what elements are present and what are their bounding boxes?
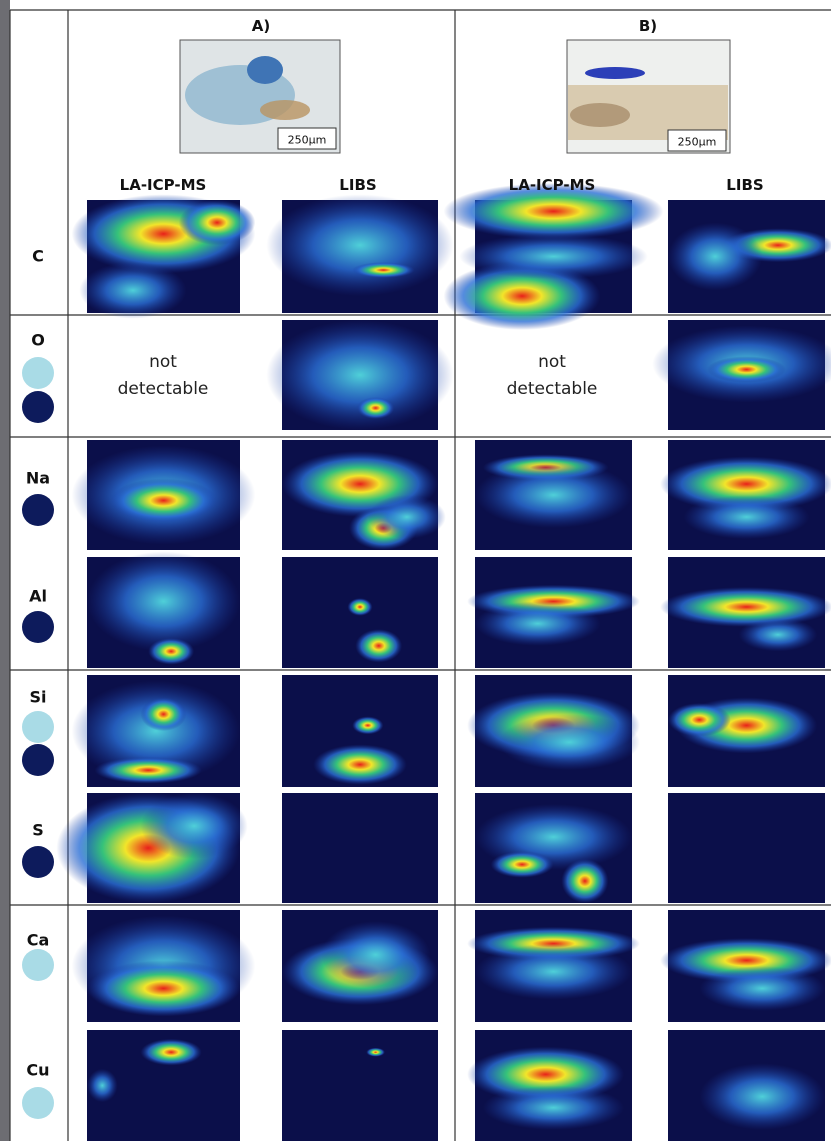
map-intensity xyxy=(443,262,601,330)
map-intensity xyxy=(109,478,218,523)
map-intensity xyxy=(87,960,240,1017)
map-intensity xyxy=(475,601,601,646)
map-intensity xyxy=(356,397,395,419)
method-label: LA-ICP-MS xyxy=(508,176,596,194)
map-intensity xyxy=(140,1038,202,1066)
map-intensity xyxy=(561,859,609,903)
map-intensity xyxy=(79,262,187,319)
map-intensity xyxy=(660,586,831,627)
map-intensity xyxy=(490,851,554,878)
element-map xyxy=(87,1030,240,1141)
element-map xyxy=(71,440,256,550)
element-map xyxy=(668,793,825,903)
panel-label: B) xyxy=(638,17,658,35)
map-intensity xyxy=(367,495,446,539)
element-map xyxy=(660,557,831,668)
element-map xyxy=(660,440,831,550)
element-label: C xyxy=(32,246,44,266)
element-map xyxy=(467,557,640,668)
map-intensity xyxy=(87,551,240,652)
element-map xyxy=(56,793,248,903)
map-intensity xyxy=(498,714,640,771)
element-map xyxy=(282,440,446,550)
element-map xyxy=(266,194,454,313)
element-label: Al xyxy=(29,586,47,606)
map-intensity xyxy=(140,793,248,859)
element-maps xyxy=(56,183,831,1141)
map-intensity xyxy=(71,680,240,782)
method-label: LIBS xyxy=(726,176,764,194)
element-label: S xyxy=(32,820,44,840)
map-intensity xyxy=(352,262,415,278)
map-intensity xyxy=(738,618,818,652)
element-map xyxy=(467,910,640,1022)
element-label: O xyxy=(31,330,45,350)
map-intensity xyxy=(266,194,454,297)
map-intensity xyxy=(347,598,373,616)
method-label: LA-ICP-MS xyxy=(119,176,207,194)
element-map xyxy=(266,320,454,430)
map-intensity xyxy=(699,1063,825,1130)
scale-bar: 250µm xyxy=(677,135,717,149)
element-map xyxy=(87,551,240,668)
element-map xyxy=(467,675,640,787)
map-intensity xyxy=(366,1047,385,1057)
map-intensity xyxy=(707,356,786,383)
map-intensity xyxy=(668,703,731,737)
element-map xyxy=(282,1030,438,1141)
map-intensity xyxy=(352,716,384,735)
element-dots xyxy=(22,357,54,1119)
element-map xyxy=(71,194,256,319)
element-label: Na xyxy=(25,468,51,488)
map-intensity xyxy=(148,638,195,665)
element-map xyxy=(668,675,825,787)
element-label: Ca xyxy=(26,930,50,950)
element-label: Cu xyxy=(26,1060,50,1080)
element-map xyxy=(71,675,240,787)
map-intensity xyxy=(482,1085,625,1130)
map-intensity xyxy=(140,697,187,731)
not-detectable: not detectable xyxy=(117,352,209,399)
element-map xyxy=(282,910,438,1022)
map-intensity xyxy=(683,495,810,539)
map-intensity xyxy=(475,943,632,1000)
element-map xyxy=(475,793,632,903)
map-intensity xyxy=(266,320,454,430)
map-intensity xyxy=(321,921,431,989)
scale-bar: 250µm xyxy=(287,133,327,147)
map-intensity xyxy=(459,233,648,280)
element-map xyxy=(467,1030,632,1141)
element-map xyxy=(652,320,831,430)
element-map xyxy=(71,910,256,1022)
map-intensity xyxy=(87,1068,118,1103)
element-map xyxy=(668,1030,825,1141)
map-intensity xyxy=(699,966,825,1011)
thumbnails xyxy=(179,39,731,154)
element-map xyxy=(282,675,438,787)
element-map xyxy=(443,183,664,330)
page-edge xyxy=(0,0,10,1141)
map-intensity xyxy=(313,744,407,785)
map-intensity xyxy=(443,183,664,240)
panel-label: A) xyxy=(251,17,271,35)
element-map xyxy=(282,793,438,903)
element-map xyxy=(668,200,831,313)
map-intensity xyxy=(475,462,632,528)
map-intensity xyxy=(355,629,403,663)
element-map xyxy=(282,557,438,668)
element-map xyxy=(660,910,831,1022)
map-intensity xyxy=(178,200,256,246)
element-label: Si xyxy=(29,687,47,707)
not-detectable: not detectable xyxy=(506,352,598,399)
map-intensity xyxy=(94,756,202,784)
method-label: LIBS xyxy=(339,176,377,194)
element-map xyxy=(475,440,632,550)
map-intensity xyxy=(668,222,763,291)
map-intensity xyxy=(660,456,831,512)
map-background xyxy=(282,1030,438,1141)
map-background xyxy=(282,793,438,903)
map-background xyxy=(668,793,825,903)
